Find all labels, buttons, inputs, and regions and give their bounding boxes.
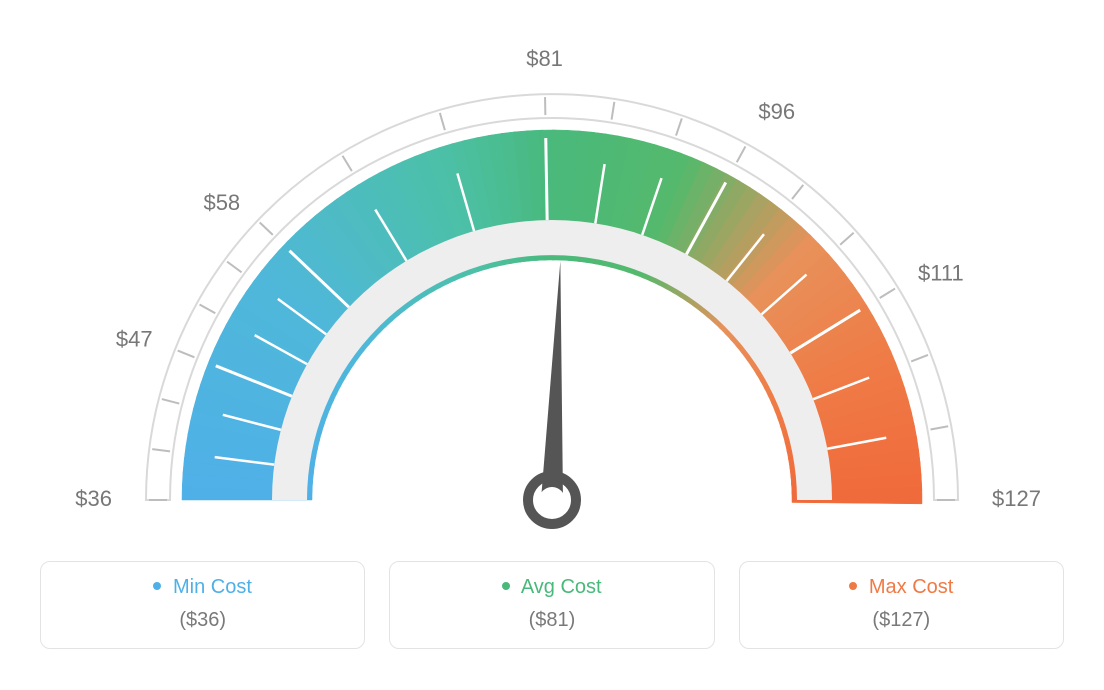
gauge-area: $36 $47 $58 $81 $96 $111 $127 bbox=[0, 0, 1104, 555]
tick-label: $58 bbox=[203, 190, 240, 215]
legend-value-avg: ($81) bbox=[400, 609, 703, 632]
legend-dot-avg bbox=[502, 582, 510, 590]
legend-card-avg: Avg Cost ($81) bbox=[389, 561, 714, 649]
legend-title-avg: Avg Cost bbox=[400, 576, 703, 599]
legend-card-max: Max Cost ($127) bbox=[739, 561, 1064, 649]
needle bbox=[528, 261, 576, 524]
legend-value-min: ($36) bbox=[51, 609, 354, 632]
legend-title-max: Max Cost bbox=[750, 576, 1053, 599]
tick-label: $127 bbox=[992, 486, 1041, 511]
tick-label: $96 bbox=[758, 99, 795, 124]
gauge-svg: $36 $47 $58 $81 $96 $111 $127 bbox=[0, 0, 1104, 560]
legend-label-min: Min Cost bbox=[173, 576, 252, 598]
legend-dot-max bbox=[849, 582, 857, 590]
tick-label: $36 bbox=[75, 486, 112, 511]
legend-label-avg: Avg Cost bbox=[521, 576, 602, 598]
tick-label: $81 bbox=[526, 46, 563, 71]
tick-label: $111 bbox=[918, 260, 964, 285]
legend-row: Min Cost ($36) Avg Cost ($81) Max Cost (… bbox=[0, 561, 1104, 649]
legend-label-max: Max Cost bbox=[869, 576, 953, 598]
legend-value-max: ($127) bbox=[750, 609, 1053, 632]
tick-label: $47 bbox=[116, 327, 153, 352]
legend-title-min: Min Cost bbox=[51, 576, 354, 599]
legend-dot-min bbox=[153, 582, 161, 590]
legend-card-min: Min Cost ($36) bbox=[40, 561, 365, 649]
cost-gauge-chart: $36 $47 $58 $81 $96 $111 $127 Min Cost ($36) A… bbox=[0, 0, 1104, 690]
